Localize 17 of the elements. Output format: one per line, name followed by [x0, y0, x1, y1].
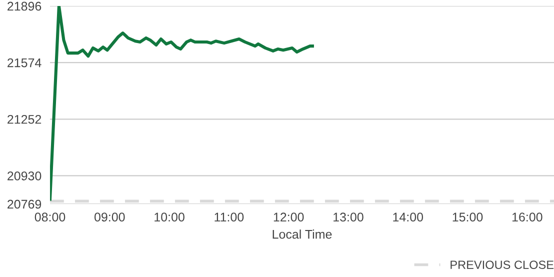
x-tick-label: 11:00 [214, 212, 244, 222]
x-axis-title: Local Time [272, 230, 332, 239]
x-tick-label: 08:00 [34, 212, 66, 222]
y-tick-label: 20930 [8, 172, 42, 180]
y-tick-label: 20769 [8, 200, 42, 209]
x-tick-label: 09:00 [94, 212, 125, 222]
x-tick-label: 16:00 [512, 212, 542, 222]
x-tick-label: 15:00 [452, 212, 483, 222]
x-tick-label: 10:00 [154, 212, 184, 222]
x-tick-label: 14:00 [393, 212, 424, 222]
y-tick-label: 21252 [8, 114, 42, 124]
x-tick-label: 13:00 [334, 212, 364, 222]
x-tick-label: 12:00 [274, 212, 304, 222]
legend-label: PREVIOUS CLOSE [450, 260, 554, 269]
line-series [50, 6, 314, 201]
y-tick-label: 21574 [8, 58, 42, 68]
y-tick-label: 21896 [8, 2, 42, 11]
